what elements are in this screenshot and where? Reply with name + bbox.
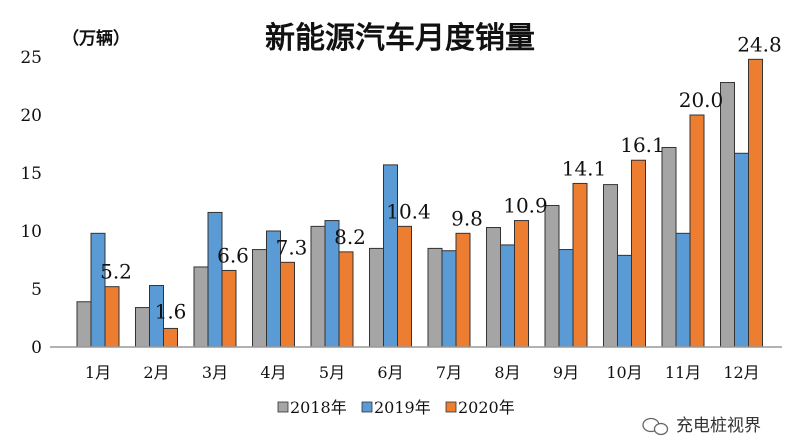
y-axis-unit: （万辆） <box>62 28 130 49</box>
data-label: 10.9 <box>503 194 548 218</box>
legend-swatch <box>361 401 373 413</box>
y-tick-label: 5 <box>31 280 42 300</box>
bar-2018年 <box>720 82 735 348</box>
bar-2020年 <box>397 225 412 348</box>
bar-2018年 <box>310 225 326 348</box>
chart-title: 新能源汽车月度销量 <box>265 21 535 56</box>
watermark: 充电桩视界 <box>642 416 761 436</box>
data-label: 7.3 <box>276 235 308 259</box>
x-tick-label: 9月 <box>553 363 579 382</box>
bar-2019年 <box>383 164 398 348</box>
x-tick-label: 6月 <box>377 363 403 382</box>
legend-swatch <box>445 401 457 413</box>
data-label: 10.4 <box>386 199 431 223</box>
bar-2018年 <box>76 301 92 348</box>
wechat-icon <box>642 417 669 436</box>
y-tick-label: 10 <box>20 222 42 242</box>
bar-2019年 <box>617 254 632 348</box>
bar-2018年 <box>486 227 501 348</box>
data-label: 9.8 <box>451 206 483 230</box>
bar-2019年 <box>90 232 106 348</box>
legend-label: 2019年 <box>374 398 431 417</box>
bar-2018年 <box>544 204 560 348</box>
bar-2020年 <box>163 327 178 348</box>
x-tick-label: 3月 <box>202 363 228 382</box>
data-label: 8.2 <box>334 225 366 249</box>
bar-2020年 <box>572 182 588 348</box>
bar-2019年 <box>207 211 223 348</box>
x-tick-label: 11月 <box>665 363 701 382</box>
x-tick-label: 7月 <box>436 363 462 382</box>
bar-2020年 <box>689 114 705 348</box>
legend-swatch <box>277 401 289 413</box>
y-tick-label: 15 <box>20 164 42 184</box>
y-tick-label: 0 <box>31 338 42 358</box>
bar-2020年 <box>338 251 354 348</box>
x-tick-label: 5月 <box>319 363 345 382</box>
bar-2019年 <box>500 244 515 348</box>
bar-2020年 <box>455 232 471 348</box>
bar-2018年 <box>427 247 443 348</box>
bar-2019年 <box>675 232 691 348</box>
data-label: 6.6 <box>217 243 249 267</box>
x-tick-label: 8月 <box>494 363 520 382</box>
bar-2018年 <box>661 146 677 348</box>
bar-2019年 <box>734 152 749 348</box>
x-tick-label: 10月 <box>606 363 642 382</box>
bar-2019年 <box>558 249 574 348</box>
y-tick-label: 25 <box>20 48 42 68</box>
data-label: 5.2 <box>100 260 132 284</box>
bar-2020年 <box>514 220 529 348</box>
bar-2018年 <box>603 184 618 348</box>
x-tick-label: 1月 <box>85 363 111 382</box>
legend-label: 2020年 <box>458 398 515 417</box>
bar-2020年 <box>631 159 646 348</box>
bar-2020年 <box>748 58 763 348</box>
legend-label: 2018年 <box>290 398 347 417</box>
x-tick-label: 4月 <box>260 363 286 382</box>
data-label: 24.8 <box>737 32 782 56</box>
bar-2019年 <box>441 250 457 348</box>
bar-2018年 <box>252 249 267 348</box>
data-label: 16.1 <box>620 133 665 157</box>
x-tick-label: 2月 <box>143 363 169 382</box>
data-label: 1.6 <box>155 299 187 323</box>
bar-2020年 <box>221 269 237 348</box>
bar-2018年 <box>135 307 150 348</box>
y-tick-label: 20 <box>20 106 42 126</box>
bar-2020年 <box>280 261 295 348</box>
data-label: 14.1 <box>562 156 607 180</box>
bar-2018年 <box>193 266 209 348</box>
bar-2020年 <box>104 286 120 348</box>
data-label: 20.0 <box>679 88 724 112</box>
watermark-text: 充电桩视界 <box>676 416 761 436</box>
x-tick-label: 12月 <box>723 363 759 382</box>
bar-2018年 <box>369 247 384 348</box>
